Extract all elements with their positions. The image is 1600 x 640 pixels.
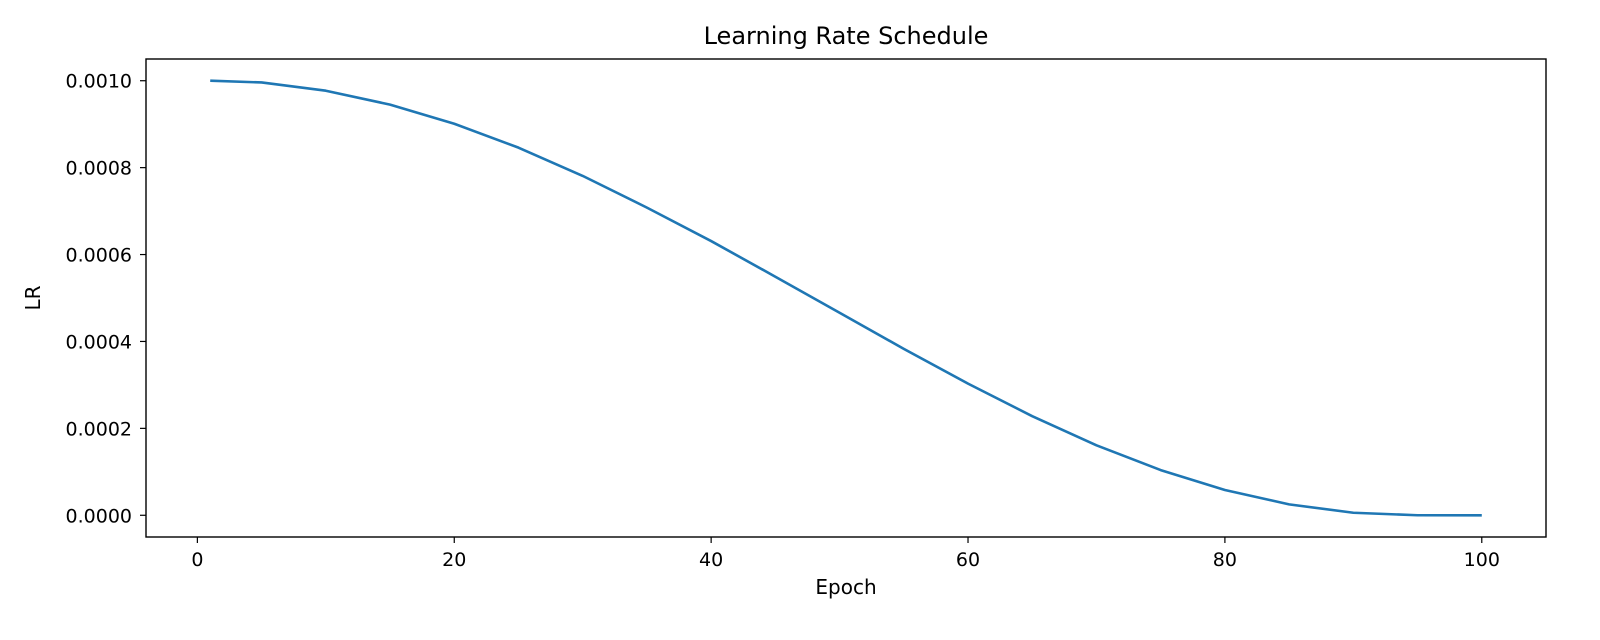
x-tick-label: 40 (699, 549, 723, 571)
y-tick-label: 0.0006 (66, 245, 132, 267)
x-tick-label: 0 (191, 549, 203, 571)
x-axis-label: Epoch (815, 575, 876, 599)
x-tick-label: 80 (1213, 549, 1237, 571)
y-axis-label: LR (21, 285, 45, 310)
series-layer (210, 79, 1482, 517)
plot-area (145, 58, 1547, 538)
x-tick-label: 60 (956, 549, 980, 571)
y-axis: 0.0000 0.0002 0.0004 0.0006 0.0008 0.0010 (66, 71, 146, 527)
y-tick-label: 0.0010 (66, 71, 132, 93)
y-tick-label: 0.0008 (66, 158, 132, 180)
lr-series-line (210, 79, 1482, 517)
y-tick-label: 0.0002 (66, 418, 132, 440)
x-axis: 0 20 40 60 80 100 (191, 537, 1500, 571)
x-tick-label: 20 (442, 549, 466, 571)
y-tick-label: 0.0004 (66, 331, 132, 353)
chart-title: Learning Rate Schedule (704, 22, 989, 50)
x-tick-label: 100 (1464, 549, 1500, 571)
y-tick-label: 0.0000 (66, 505, 132, 527)
